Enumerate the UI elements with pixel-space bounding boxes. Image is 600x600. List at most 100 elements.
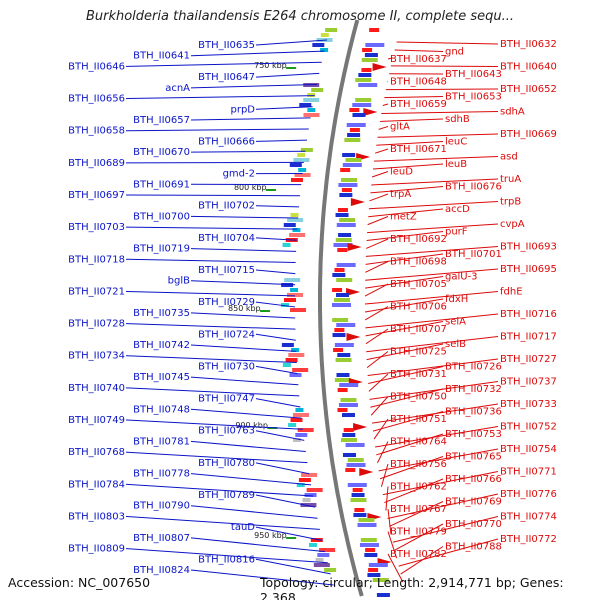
leader-line	[380, 463, 389, 487]
gene-label: BTH_II0635	[198, 40, 255, 51]
feature-block	[347, 458, 364, 462]
feature-block	[325, 28, 338, 32]
feature-block	[290, 178, 303, 182]
gene-label: BTH_II0733	[500, 399, 557, 410]
feature-block	[296, 483, 305, 487]
leader-line	[190, 344, 297, 352]
gene-label: bglB	[168, 276, 190, 287]
feature-block	[368, 568, 379, 572]
leader-line	[190, 505, 318, 519]
gene-label: metZ	[390, 212, 417, 223]
leader-line	[366, 343, 444, 361]
gene-label: fdxH	[445, 294, 468, 305]
gene-label: BTH_II0809	[68, 544, 125, 555]
leader-line	[364, 306, 389, 321]
feature-block	[290, 308, 307, 312]
gene-label: BTH_II0779	[390, 527, 447, 538]
gene-label: BTH_II0756	[390, 459, 447, 470]
leader-line	[255, 462, 310, 475]
feature-block	[310, 538, 323, 542]
gene-label: galU-3	[445, 272, 478, 283]
leader-line	[385, 486, 389, 511]
leader-line	[190, 473, 312, 486]
tick-label: 950 kbp	[254, 531, 287, 540]
feature-block	[313, 563, 330, 567]
feature-block	[336, 223, 356, 227]
feature-block	[368, 563, 388, 567]
leader-line	[365, 321, 444, 337]
gene-label: BTH_II0693	[500, 242, 557, 253]
leader-line	[371, 178, 499, 186]
feature-block	[297, 428, 314, 432]
feature-block	[334, 378, 351, 382]
feature-block	[342, 153, 356, 157]
gene-label: BTH_II0648	[390, 77, 447, 88]
leader-line	[374, 148, 389, 154]
gene-label: BTH_II0767	[390, 504, 447, 515]
leader-line	[190, 150, 306, 153]
leader-line	[369, 381, 499, 400]
leader-line	[365, 313, 499, 329]
gene-label: selA	[445, 317, 466, 328]
feature-block	[349, 108, 360, 112]
gene-label: BTH_II0782	[390, 549, 447, 560]
leader-line	[125, 290, 296, 297]
feature-block	[358, 83, 378, 87]
gene-label: BTH_II0641	[133, 51, 190, 62]
feature-block	[282, 243, 291, 247]
feature-block	[320, 33, 329, 37]
accession-text: Accession: NC_007650	[8, 575, 151, 590]
feature-block	[298, 478, 311, 482]
gene-label: BTH_II0784	[68, 479, 125, 490]
feature-block	[353, 513, 367, 517]
gene-label: BTH_II0669	[500, 129, 557, 140]
gene-arrow	[347, 243, 362, 251]
gene-label: BTH_II0726	[445, 362, 502, 373]
leader-line	[382, 103, 389, 107]
feature-block	[365, 43, 385, 47]
gene-label: BTH_II0766	[445, 474, 502, 485]
feature-block	[337, 388, 348, 392]
leader-line	[255, 494, 316, 508]
leader-line	[125, 95, 315, 100]
leader-line	[387, 553, 404, 583]
feature-block	[289, 373, 302, 377]
leader-line	[368, 373, 389, 392]
gene-label: BTH_II0702	[198, 201, 255, 212]
gene-label: BTH_II0742	[133, 340, 190, 351]
gene-arrow	[372, 63, 387, 71]
feature-block	[360, 538, 377, 542]
gene-label: BTH_II0670	[133, 147, 190, 158]
feature-block	[341, 188, 352, 192]
gene-label: BTH_II0643	[445, 69, 502, 80]
leader-line	[190, 408, 302, 419]
leader-line	[366, 351, 389, 368]
gene-arrow	[359, 468, 374, 476]
leader-line	[190, 83, 317, 89]
leader-line	[365, 328, 389, 345]
leader-line	[366, 336, 499, 353]
gene-label: BTH_II0718	[68, 254, 125, 265]
gene-label: selB	[445, 339, 466, 350]
leader-line	[125, 355, 297, 364]
feature-block	[292, 228, 301, 232]
feature-block	[334, 268, 345, 272]
gene-label: BTH_II0745	[133, 372, 190, 383]
leader-line	[378, 448, 499, 472]
feature-block	[340, 168, 351, 172]
gene-label: BTH_II0658	[68, 126, 125, 137]
gene-label: gmd-2	[223, 169, 255, 180]
feature-block	[290, 213, 299, 217]
feature-block	[300, 503, 317, 507]
feature-block	[304, 493, 317, 497]
feature-block	[295, 433, 308, 437]
leader-line	[364, 276, 444, 289]
feature-block	[345, 158, 362, 162]
leader-line	[365, 268, 499, 281]
leader-line	[371, 171, 389, 178]
leader-line	[377, 441, 389, 464]
gene-arrow	[363, 108, 378, 116]
gene-label: asd	[500, 152, 518, 163]
gene-label: BTH_II0731	[390, 369, 447, 380]
